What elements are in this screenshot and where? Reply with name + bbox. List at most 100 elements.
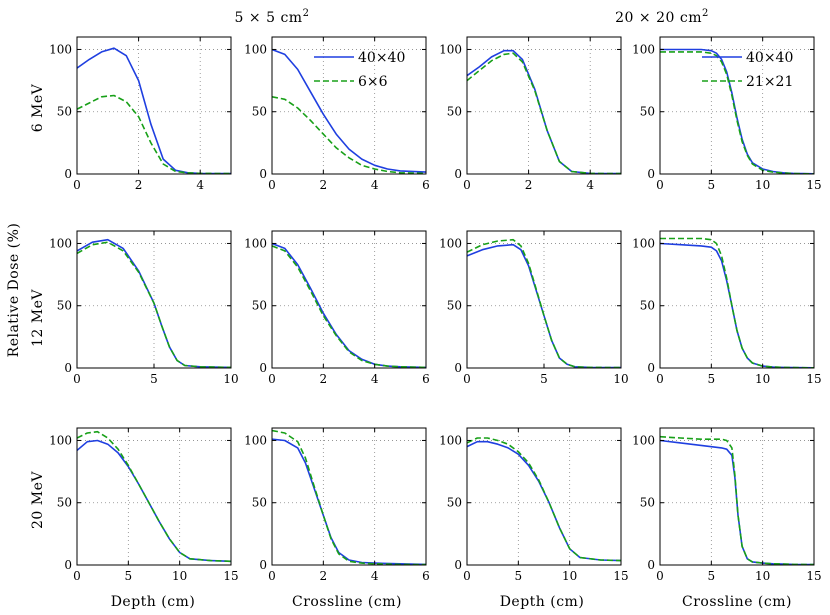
y-tick-label: 0 xyxy=(64,361,72,375)
y-tick-label: 100 xyxy=(49,42,72,56)
series-line-dashed xyxy=(272,429,426,565)
series-line-dashed xyxy=(660,435,814,565)
x-tick-label: 0 xyxy=(73,569,81,583)
y-tick-label: 50 xyxy=(640,105,655,119)
x-tick-label: 4 xyxy=(371,569,379,583)
x-tick-label: 10 xyxy=(172,569,187,583)
y-tick-label: 50 xyxy=(252,496,267,510)
x-tick-label: 15 xyxy=(806,178,821,192)
y-tick-label: 100 xyxy=(49,433,72,447)
plot-panel-r2c3: 0 5 10 15 0 50 100 xyxy=(632,427,822,583)
y-tick-label: 100 xyxy=(632,236,655,250)
x-tick-label: 0 xyxy=(73,372,81,386)
x-tick-label: 10 xyxy=(755,569,770,583)
x-tick-label: 0 xyxy=(656,372,664,386)
plot-panel-r0c1: 0 2 4 6 0 50 100 40×40 6×6 xyxy=(244,36,430,192)
series-line-solid xyxy=(77,47,231,174)
x-tick-label: 4 xyxy=(586,178,594,192)
x-tick-label: 0 xyxy=(463,372,471,386)
x-tick-label: 5 xyxy=(540,372,548,386)
y-tick-label: 100 xyxy=(439,42,462,56)
x-tick-label: 2 xyxy=(320,178,328,192)
y-tick-label: 0 xyxy=(647,361,655,375)
y-tick-label: 100 xyxy=(632,42,655,56)
plot-panel-r0c3: 0 5 10 15 0 50 100 40×40 21×21 xyxy=(632,36,822,192)
series-group xyxy=(272,48,426,174)
x-tick-label: 0 xyxy=(656,178,664,192)
y-tick-label: 0 xyxy=(647,167,655,181)
x-axis-label-crossline-5x5: Crossline (cm) xyxy=(292,594,402,610)
x-tick-label: 15 xyxy=(613,569,628,583)
series-line-dashed xyxy=(272,96,426,174)
series-line-dashed xyxy=(660,51,814,174)
y-tick-label: 50 xyxy=(447,105,462,119)
x-tick-label: 4 xyxy=(371,372,379,386)
plot-panel-r0c0: 0 2 4 0 50 100 xyxy=(49,36,232,192)
plot-panel-r1c1: 0 2 4 6 0 50 100 xyxy=(244,230,430,386)
y-tick-label: 50 xyxy=(57,496,72,510)
y-tick-label: 50 xyxy=(57,299,72,313)
y-tick-label: 100 xyxy=(439,433,462,447)
series-group xyxy=(77,47,231,174)
column-group-title-5x5: 5 × 5 cm2 xyxy=(235,8,310,26)
x-tick-label: 6 xyxy=(422,569,430,583)
series-line-solid xyxy=(77,439,231,563)
row-label-6mev: 6 MeV xyxy=(30,83,46,132)
y-axis-label: Relative Dose (%) xyxy=(6,223,22,358)
y-tick-label: 0 xyxy=(64,558,72,572)
x-tick-label: 2 xyxy=(320,569,328,583)
x-tick-label: 5 xyxy=(708,372,716,386)
y-tick-label: 50 xyxy=(57,105,72,119)
series-line-solid xyxy=(272,438,426,565)
series-group xyxy=(660,48,814,174)
x-tick-label: 2 xyxy=(135,178,143,192)
series-group xyxy=(660,237,814,368)
y-tick-label: 100 xyxy=(439,236,462,250)
y-tick-label: 50 xyxy=(640,299,655,313)
y-tick-label: 0 xyxy=(64,167,72,181)
row-label-20mev: 20 MeV xyxy=(30,471,46,529)
row-label-12mev: 12 MeV xyxy=(30,289,46,347)
x-tick-label: 5 xyxy=(708,178,716,192)
x-tick-label: 2 xyxy=(320,372,328,386)
y-tick-label: 0 xyxy=(647,558,655,572)
legend: 40×40 6×6 xyxy=(314,50,405,90)
y-tick-label: 0 xyxy=(454,361,462,375)
legend-label: 40×40 xyxy=(358,50,405,66)
plot-panel-r2c1: 0 2 4 6 0 50 100 xyxy=(244,427,430,583)
x-tick-label: 10 xyxy=(755,372,770,386)
y-tick-label: 0 xyxy=(259,167,267,181)
plot-panel-r1c3: 0 5 10 15 0 50 100 xyxy=(632,230,822,386)
series-line-dashed xyxy=(77,241,231,368)
x-tick-label: 5 xyxy=(708,569,716,583)
axes-frame xyxy=(466,427,622,566)
x-tick-label: 15 xyxy=(806,569,821,583)
axes-frame xyxy=(659,36,815,175)
x-axis-label-crossline-20x20: Crossline (cm) xyxy=(682,594,792,610)
axes-frame xyxy=(271,36,427,175)
axes-frame xyxy=(271,230,427,369)
x-tick-label: 10 xyxy=(613,372,628,386)
column-group-title-20x20: 20 × 20 cm2 xyxy=(615,8,709,26)
x-tick-label: 5 xyxy=(515,569,523,583)
series-group xyxy=(77,238,231,368)
axes-frame xyxy=(76,36,232,175)
legend-label: 21×21 xyxy=(746,74,793,90)
series-group xyxy=(467,49,621,174)
y-tick-label: 100 xyxy=(244,433,267,447)
axes-frame xyxy=(466,36,622,175)
series-line-solid xyxy=(467,440,621,562)
axes-frame xyxy=(659,427,815,566)
y-tick-label: 0 xyxy=(259,361,267,375)
y-tick-label: 50 xyxy=(640,496,655,510)
x-tick-label: 0 xyxy=(463,569,471,583)
series-line-solid xyxy=(467,49,621,174)
series-line-dashed xyxy=(660,237,814,368)
series-line-dashed xyxy=(467,52,621,174)
y-tick-label: 0 xyxy=(454,167,462,181)
series-line-dashed xyxy=(77,430,231,563)
series-group xyxy=(660,435,814,565)
